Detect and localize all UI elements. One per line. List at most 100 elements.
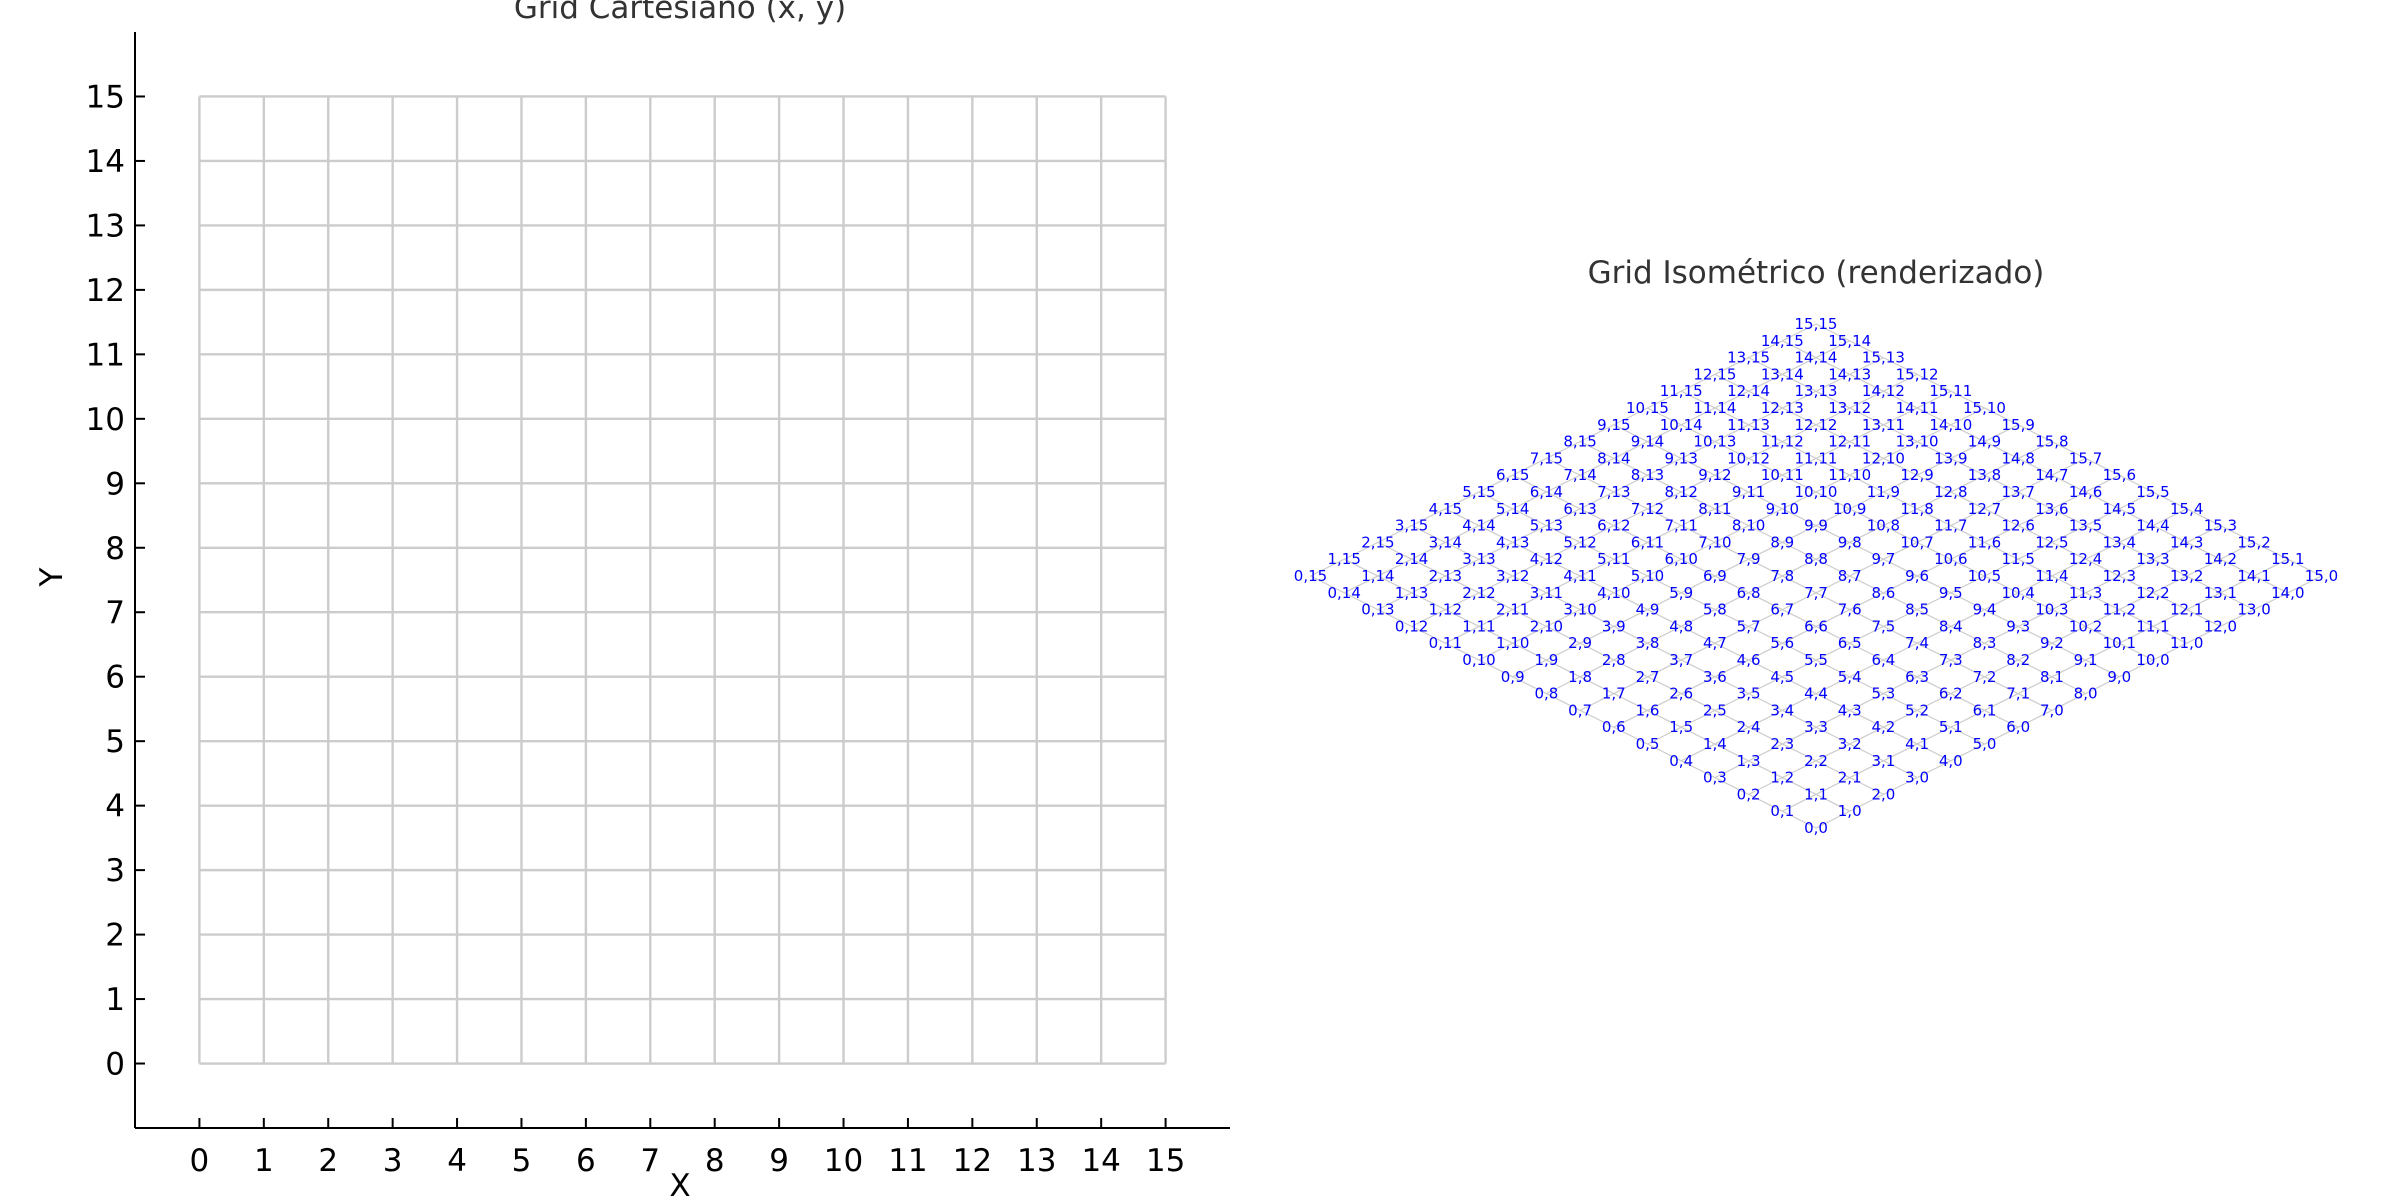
iso-cell-label: 4,6 xyxy=(1737,651,1761,669)
iso-cell-label: 15,4 xyxy=(2170,500,2203,518)
iso-cell-label: 10,10 xyxy=(1795,483,1838,501)
iso-cell-label: 14,13 xyxy=(1828,365,1871,383)
iso-cell-label: 13,6 xyxy=(2035,500,2068,518)
y-tick-label: 4 xyxy=(105,789,125,825)
iso-cell-label: 14,14 xyxy=(1795,349,1838,367)
iso-cell-label: 1,13 xyxy=(1395,584,1428,602)
y-tick-label: 6 xyxy=(105,660,125,696)
iso-cell-label: 11,5 xyxy=(2001,550,2034,568)
iso-grid-line xyxy=(1411,525,1918,779)
iso-cell-label: 10,0 xyxy=(2136,651,2169,669)
iso-cell-label: 14,3 xyxy=(2170,533,2203,551)
iso-grid-line xyxy=(1613,424,2120,678)
iso-cell-label: 9,11 xyxy=(1732,483,1765,501)
iso-cell-label: 8,0 xyxy=(2074,685,2098,703)
iso-cell-label: 2,10 xyxy=(1530,617,1563,635)
iso-cell-label: 11,7 xyxy=(1934,517,1967,535)
iso-cell-label: 3,10 xyxy=(1563,601,1596,619)
iso-cell-label: 5,6 xyxy=(1770,634,1794,652)
iso-grid-line xyxy=(1512,424,2019,678)
y-tick-label: 2 xyxy=(105,918,125,954)
iso-cell-label: 15,13 xyxy=(1862,349,1905,367)
iso-cell-label: 10,8 xyxy=(1867,517,1900,535)
iso-cell-label: 1,14 xyxy=(1361,567,1394,585)
iso-grid-line xyxy=(1815,575,2322,829)
iso-cell-label: 1,9 xyxy=(1534,651,1558,669)
iso-cell-label: 3,3 xyxy=(1804,718,1828,736)
y-tick-label: 12 xyxy=(86,273,125,309)
iso-cell-label: 6,13 xyxy=(1563,500,1596,518)
iso-cell-label: 0,14 xyxy=(1327,584,1360,602)
iso-cell-label: 9,15 xyxy=(1597,416,1630,434)
iso-cell-label: 4,13 xyxy=(1496,533,1529,551)
iso-cell-label: 11,15 xyxy=(1660,382,1703,400)
iso-cell-label: 9,13 xyxy=(1664,449,1697,467)
iso-cell-label: 1,2 xyxy=(1770,769,1794,787)
iso-cell-label: 13,7 xyxy=(2001,483,2034,501)
iso-cell-label: 14,4 xyxy=(2136,517,2169,535)
iso-cell-label: 8,6 xyxy=(1871,584,1895,602)
isometric-grid-lines xyxy=(1310,323,2322,829)
iso-cell-label: 6,14 xyxy=(1530,483,1563,501)
iso-cell-label: 6,4 xyxy=(1871,651,1895,669)
iso-cell-label: 12,15 xyxy=(1693,365,1736,383)
iso-cell-label: 13,2 xyxy=(2170,567,2203,585)
iso-cell-label: 1,0 xyxy=(1838,802,1862,820)
iso-cell-label: 10,1 xyxy=(2103,634,2136,652)
iso-grid-line xyxy=(1478,407,1985,661)
iso-cell-label: 11,2 xyxy=(2103,601,2136,619)
iso-cell-label: 10,6 xyxy=(1934,550,1967,568)
x-tick-label: 9 xyxy=(769,1143,789,1179)
iso-grid-line xyxy=(1782,340,2289,594)
iso-cell-label: 3,5 xyxy=(1737,685,1761,703)
iso-cell-label: 3,0 xyxy=(1905,769,1929,787)
iso-cell-label: 13,10 xyxy=(1896,433,1939,451)
y-tick-label: 11 xyxy=(86,337,125,373)
iso-cell-label: 8,13 xyxy=(1631,466,1664,484)
iso-cell-label: 9,10 xyxy=(1766,500,1799,518)
iso-cell-label: 11,8 xyxy=(1900,500,1933,518)
iso-cell-label: 5,14 xyxy=(1496,500,1529,518)
iso-cell-label: 11,3 xyxy=(2069,584,2102,602)
iso-grid-line xyxy=(1343,340,1850,594)
iso-cell-label: 11,4 xyxy=(2035,567,2068,585)
iso-cell-label: 8,1 xyxy=(2040,668,2064,686)
iso-cell-label: 6,5 xyxy=(1838,634,1862,652)
iso-cell-label: 15,8 xyxy=(2035,433,2068,451)
iso-cell-label: 11,6 xyxy=(1968,533,2001,551)
iso-cell-label: 14,11 xyxy=(1896,399,1939,417)
iso-cell-label: 10,2 xyxy=(2069,617,2102,635)
iso-cell-label: 10,3 xyxy=(2035,601,2068,619)
iso-cell-label: 12,9 xyxy=(1900,466,1933,484)
iso-cell-label: 15,15 xyxy=(1795,315,1838,333)
isometric-chart-title: Grid Isométrico (renderizado) xyxy=(1588,255,2045,291)
iso-cell-label: 9,2 xyxy=(2040,634,2064,652)
iso-cell-label: 5,5 xyxy=(1804,651,1828,669)
iso-cell-label: 8,14 xyxy=(1597,449,1630,467)
y-tick-label: 8 xyxy=(105,531,125,567)
iso-cell-label: 1,15 xyxy=(1327,550,1360,568)
iso-cell-label: 6,9 xyxy=(1703,567,1727,585)
y-tick-label: 14 xyxy=(86,144,125,180)
cartesian-chart: 0 1 2 3 4 5 6 7 8 9 10 11 12 13 14 15 01234567891011121… xyxy=(34,0,1230,1200)
iso-cell-label: 2,13 xyxy=(1429,567,1462,585)
iso-cell-label: 7,0 xyxy=(2040,701,2064,719)
iso-cell-label: 2,2 xyxy=(1804,752,1828,770)
x-tick-label: 13 xyxy=(1017,1143,1056,1179)
iso-cell-label: 13,14 xyxy=(1761,365,1804,383)
iso-cell-label: 6,10 xyxy=(1664,550,1697,568)
iso-cell-label: 12,8 xyxy=(1934,483,1967,501)
iso-cell-label: 10,7 xyxy=(1900,533,1933,551)
iso-cell-label: 12,10 xyxy=(1862,449,1905,467)
iso-grid-line xyxy=(1546,457,2053,711)
iso-cell-label: 5,15 xyxy=(1462,483,1495,501)
iso-cell-label: 7,6 xyxy=(1838,601,1862,619)
iso-cell-label: 12,12 xyxy=(1795,416,1838,434)
iso-grid-line xyxy=(1680,390,2187,644)
x-tick-label: 14 xyxy=(1081,1143,1120,1179)
x-axis-label: X xyxy=(669,1168,690,1200)
iso-cell-label: 0,5 xyxy=(1636,735,1660,753)
iso-cell-label: 5,11 xyxy=(1597,550,1630,568)
iso-cell-label: 15,2 xyxy=(2237,533,2270,551)
iso-cell-label: 14,0 xyxy=(2271,584,2304,602)
